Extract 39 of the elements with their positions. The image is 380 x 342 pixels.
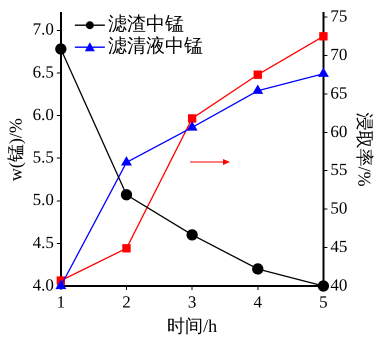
point [254, 70, 262, 79]
y2-tick-label: 75 [330, 6, 348, 26]
y-tick-label: 7.0 [32, 20, 54, 39]
y-tick-label: 5.5 [32, 148, 54, 167]
point [188, 114, 196, 123]
y-tick-label: 4.0 [32, 275, 54, 294]
point [55, 43, 66, 55]
point [187, 122, 198, 131]
y2-tick-label: 40 [330, 275, 348, 294]
y-tick-label: 6.5 [32, 62, 54, 82]
y2-tick-label: 55 [330, 160, 348, 180]
legend-label: 滤清液中锰 [108, 35, 203, 58]
point [318, 280, 330, 292]
y2-axis-title: 浸取率/% [354, 112, 374, 187]
legend-label: 滤渣中锰 [108, 14, 184, 36]
x-axis-title: 时间/h [167, 316, 218, 336]
y2-tick-label: 45 [330, 237, 348, 256]
x-tick-label: 5 [319, 292, 328, 312]
x-tick-label: 2 [122, 292, 131, 312]
point [318, 68, 328, 77]
point [56, 280, 66, 290]
point [120, 189, 132, 200]
point [319, 32, 328, 40]
y-tick-label: 5.0 [32, 190, 54, 210]
point [122, 156, 132, 166]
y-tick-label: 4.5 [32, 232, 54, 252]
y2-tick-label: 65 [330, 83, 348, 102]
y-axis-title: w(锰)/% [6, 118, 26, 182]
y-tick-label: 6.0 [32, 104, 54, 124]
point [186, 229, 198, 240]
x-tick-label: 4 [254, 292, 263, 312]
point [252, 85, 263, 94]
point [122, 244, 131, 253]
y2-tick-label: 50 [330, 198, 348, 218]
y2-tick-label: 70 [330, 44, 348, 64]
x-tick-label: 1 [56, 292, 66, 312]
x-tick-label: 3 [188, 292, 196, 312]
point [252, 263, 264, 275]
y2-tick-label: 60 [330, 122, 348, 141]
